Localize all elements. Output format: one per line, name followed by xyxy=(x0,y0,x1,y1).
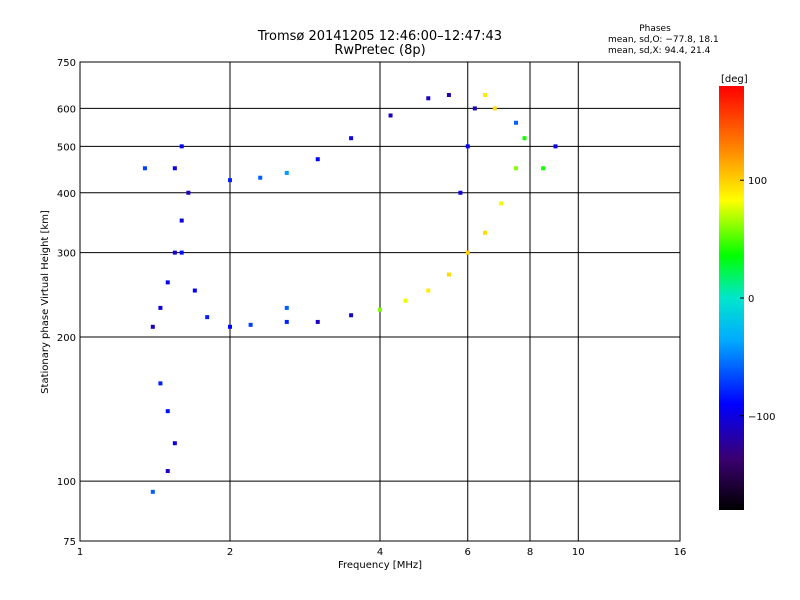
data-point xyxy=(258,175,263,180)
data-point xyxy=(472,106,477,111)
data-point xyxy=(158,305,163,310)
colorbar-tick-label: 0 xyxy=(748,294,754,305)
data-point xyxy=(142,166,147,171)
x-tick-label: 16 xyxy=(674,547,687,558)
data-point xyxy=(315,319,320,324)
y-tick-label: 600 xyxy=(57,104,76,115)
data-point xyxy=(172,441,177,446)
data-point xyxy=(315,157,320,162)
data-point xyxy=(158,381,163,386)
y-tick-label: 500 xyxy=(57,142,76,153)
y-tick-label: 75 xyxy=(63,537,76,548)
x-tick-label: 8 xyxy=(527,547,533,558)
colorbar-label: [deg] xyxy=(721,74,748,85)
data-point xyxy=(284,305,289,310)
data-point xyxy=(205,315,210,320)
x-axis: 1 2 4 6 8 10 16 xyxy=(77,547,687,558)
y-tick-label: 300 xyxy=(57,249,76,260)
y-tick-label: 100 xyxy=(57,477,76,488)
data-point xyxy=(172,250,177,255)
data-point xyxy=(349,313,354,318)
data-point xyxy=(553,144,558,149)
data-point xyxy=(248,322,253,327)
stats-o-mode: mean, sd,O: −77.8, 18.1 xyxy=(608,35,719,45)
data-point xyxy=(165,469,170,474)
data-point xyxy=(165,280,170,285)
stats-title: Phases xyxy=(639,24,671,34)
y-tick-label: 750 xyxy=(57,58,76,69)
data-point xyxy=(446,92,451,97)
data-point xyxy=(514,120,519,125)
x-tick-label: 1 xyxy=(77,547,83,558)
data-point xyxy=(179,144,184,149)
data-point xyxy=(426,96,431,101)
data-point xyxy=(483,230,488,235)
plot-frame xyxy=(79,61,681,542)
data-point xyxy=(228,324,232,329)
colorbar-ticks: 100 0 −100 xyxy=(740,176,775,423)
data-point xyxy=(483,92,488,97)
x-tick-label: 6 xyxy=(465,547,471,558)
chart-title: Tromsø 20141205 12:46:00–12:47:43 xyxy=(257,29,502,44)
data-point xyxy=(492,106,497,111)
x-tick-label: 2 xyxy=(227,547,233,558)
colorbar xyxy=(719,86,744,510)
data-point xyxy=(465,144,470,149)
data-point xyxy=(150,324,155,329)
colorbar-tick-label: 100 xyxy=(748,176,767,187)
data-point xyxy=(349,136,354,141)
data-point xyxy=(541,166,546,171)
y-axis-label: Stationary phase Virtual Height [km] xyxy=(40,210,51,394)
data-point xyxy=(228,178,232,183)
x-axis-label: Frequency [MHz] xyxy=(338,560,422,571)
data-point xyxy=(179,250,184,255)
data-point xyxy=(284,170,289,175)
data-point xyxy=(192,288,197,293)
data-point xyxy=(388,113,393,118)
data-point xyxy=(514,166,519,171)
data-point xyxy=(284,319,289,324)
chart-subtitle: RwPretec (8p) xyxy=(334,43,425,58)
data-point xyxy=(378,307,382,312)
data-point xyxy=(465,250,470,255)
y-tick-label: 400 xyxy=(57,189,76,200)
x-tick-label: 4 xyxy=(377,547,383,558)
data-points xyxy=(142,92,558,494)
data-point xyxy=(186,190,191,195)
stats-x-mode: mean, sd,X: 94.4, 21.4 xyxy=(608,46,711,56)
data-point xyxy=(446,272,451,277)
data-point xyxy=(165,409,170,414)
data-point xyxy=(522,136,527,141)
data-point xyxy=(172,166,177,171)
data-point xyxy=(179,218,184,223)
data-point xyxy=(499,201,504,206)
data-point xyxy=(458,190,463,195)
data-point xyxy=(150,489,155,494)
y-tick-label: 200 xyxy=(57,333,76,344)
data-point xyxy=(426,288,431,293)
data-point xyxy=(403,298,408,303)
x-tick-label: 10 xyxy=(572,547,585,558)
colorbar-tick-label: −100 xyxy=(748,412,775,423)
y-axis: 75 100 200 300 400 500 600 750 xyxy=(57,58,76,548)
